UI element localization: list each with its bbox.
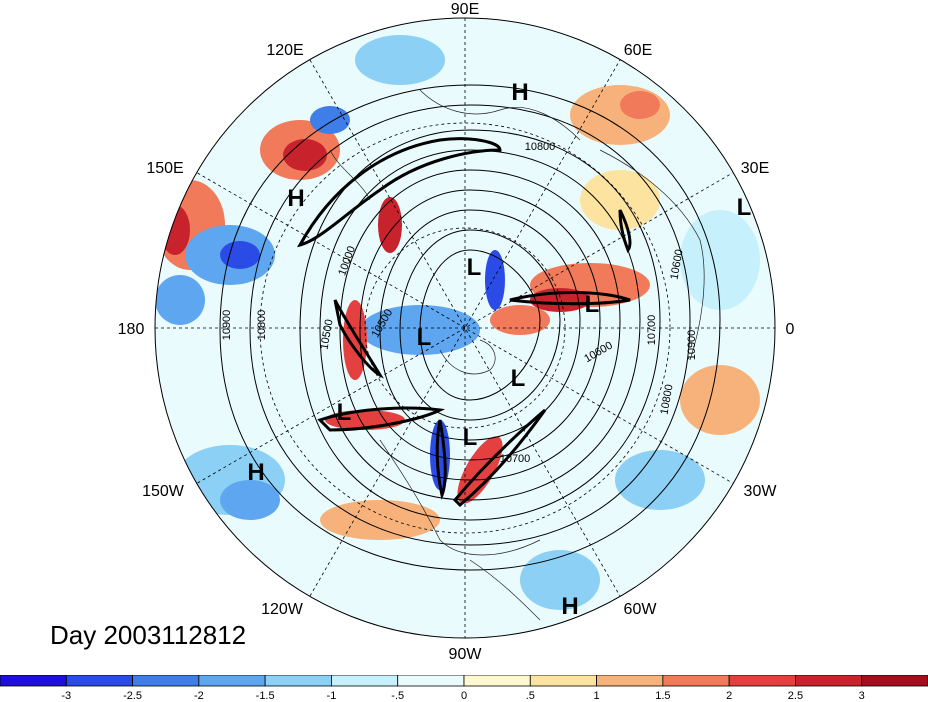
colorbar-tick-label: -.5: [391, 690, 404, 702]
colorbar-swatch: [463, 675, 531, 687]
contour-label: 10800: [658, 383, 675, 415]
colorbar-swatch: [728, 675, 796, 687]
longitude-labels: 90E 60E 30E 0 30W 60W 90W 120W 150W 180 …: [118, 1, 795, 663]
lon-label-30w: 30W: [744, 483, 778, 500]
contour-label: 10500: [318, 318, 335, 350]
colorbar-tick-label: .5: [526, 690, 535, 702]
day-title: Day 2003112812: [50, 620, 247, 650]
contour-label: 10700: [646, 315, 658, 346]
colorbar-swatch: [331, 675, 399, 687]
pressure-low: L: [737, 194, 752, 221]
colorbar-tick-label: 2: [726, 690, 732, 702]
colorbar-swatch: [861, 675, 928, 687]
lon-label-90w: 90W: [449, 646, 483, 663]
colorbar-tick-label: 3: [859, 690, 865, 702]
colorbar-tick-label: 2.5: [788, 690, 803, 702]
pressure-low: L: [467, 254, 482, 281]
colorbar-tick-label: -1: [327, 690, 337, 702]
lon-label-180: 180: [118, 321, 145, 338]
colorbar-swatch: [65, 675, 133, 687]
colorbar-tick-label: -2: [194, 690, 204, 702]
pressure-high: H: [287, 185, 304, 212]
pressure-low: L: [511, 365, 526, 392]
contour-label: 10600: [668, 248, 685, 280]
lon-label-0: 0: [786, 321, 795, 338]
lon-label-150w: 150W: [142, 483, 185, 500]
contour-label: 10800: [256, 310, 268, 341]
colorbar-tick-label: -3: [61, 690, 71, 702]
colorbar-tick-label: -1.5: [256, 690, 275, 702]
graticule: [155, 18, 775, 638]
pressure-low: L: [417, 324, 432, 351]
pressure-high: H: [247, 459, 264, 486]
lon-label-120w: 120W: [261, 601, 304, 618]
pressure-high: H: [511, 79, 528, 106]
coastlines: [329, 89, 705, 621]
pressure-low: L: [337, 399, 352, 426]
lon-label-90e: 90E: [451, 1, 479, 18]
colorbar-swatch: [0, 675, 67, 687]
height-contours: [219, 84, 721, 571]
colorbar-swatch: [662, 675, 730, 687]
lon-label-60e: 60E: [624, 42, 652, 59]
colorbar-swatch: [198, 675, 266, 687]
colorbar: -3 -2.5 -2 -1.5 -1 -.5 0 .5 1 1.5 2 2.5 3: [0, 675, 928, 702]
colorbar-swatch: [795, 675, 863, 687]
lon-label-60w: 60W: [624, 601, 658, 618]
jet-outlines: [297, 137, 632, 508]
colorbar-tick-label: 1: [594, 690, 600, 702]
colorbar-swatch: [529, 675, 597, 687]
colorbar-tick-label: -2.5: [123, 690, 142, 702]
colorbar-tick-label: 1.5: [655, 690, 670, 702]
colorbar-swatch: [397, 675, 465, 687]
colorbar-swatch: [132, 675, 200, 687]
pressure-high: H: [561, 593, 578, 620]
lon-label-30e: 30E: [741, 160, 769, 177]
colorbar-swatch: [596, 675, 664, 687]
contour-label: 10700: [500, 453, 531, 465]
contour-label: 10900: [686, 330, 698, 361]
lon-label-120e: 120E: [266, 42, 303, 59]
pressure-systems: H L L L L L L L H H H: [247, 79, 751, 620]
colorbar-swatch: [264, 675, 332, 687]
lon-label-150e: 150E: [146, 160, 183, 177]
pressure-low: L: [585, 291, 600, 318]
colorbar-tick-label: 0: [461, 690, 467, 702]
pressure-low: L: [463, 424, 478, 451]
contour-label: 10800: [525, 141, 556, 153]
contour-label: 10900: [221, 310, 233, 341]
polar-map: 90E 60E 30E 0 30W 60W 90W 120W 150W 180 …: [118, 1, 795, 663]
